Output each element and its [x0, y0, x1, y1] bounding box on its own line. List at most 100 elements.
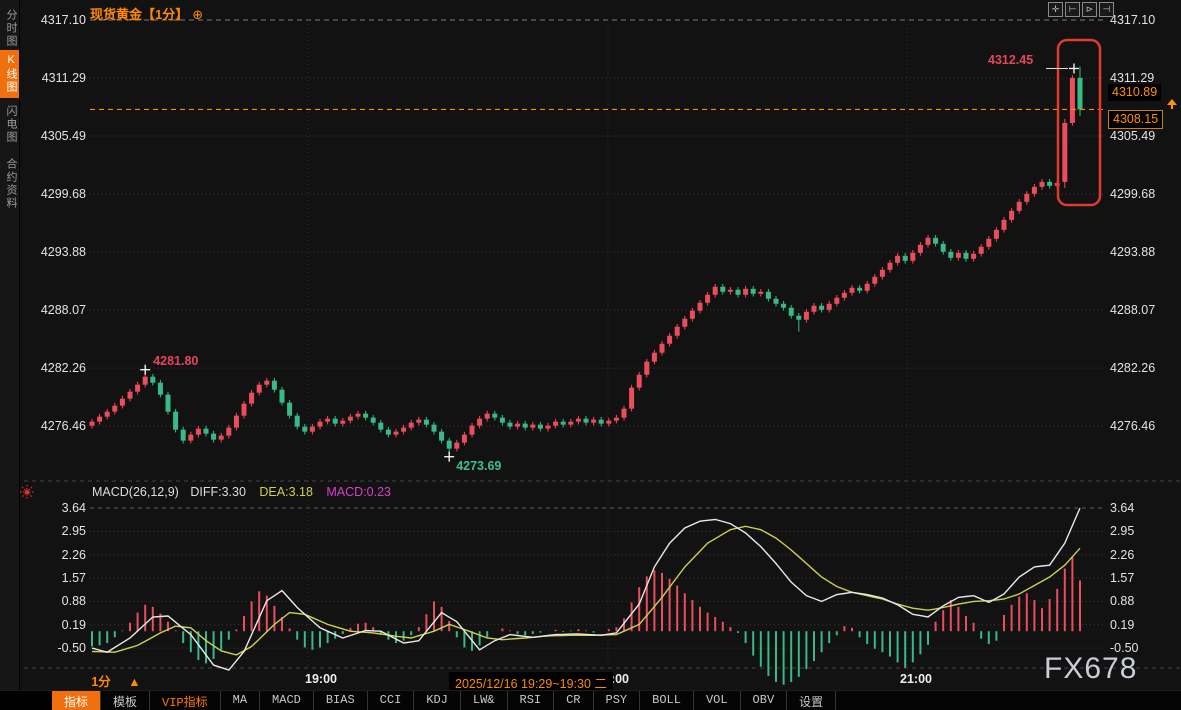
candle-body	[720, 286, 726, 292]
zoom-axis-right-icon[interactable]: ⊣	[1099, 2, 1114, 17]
auto-scroll-icon[interactable]: ⊳	[1082, 2, 1097, 17]
candle-body	[841, 292, 847, 298]
zoom-axis-left-icon-glyph: ⊢	[1068, 4, 1077, 14]
candle-body	[849, 287, 855, 293]
sidebar-tab-3[interactable]: 闪电图	[5, 104, 17, 144]
macd-axis-label-left: 0.88	[61, 594, 86, 609]
candle-body	[515, 423, 521, 427]
candle-body	[256, 384, 262, 393]
candle-body	[1039, 181, 1045, 187]
toolbar-item-PSY[interactable]: PSY	[594, 691, 641, 710]
candle-body	[697, 302, 703, 311]
candle-body	[112, 405, 118, 412]
price-axis-label-right: 4317.10	[1110, 13, 1156, 27]
candle-body	[750, 288, 756, 294]
price-axis-label-left: 4305.49	[40, 129, 86, 143]
candle-body	[173, 411, 179, 430]
candle-body	[119, 398, 125, 406]
price-axis-label-right: 4282.26	[1110, 361, 1156, 376]
chart-type-sidebar: 分时图 K线图闪电图合约资料	[0, 0, 20, 692]
candle-body	[461, 434, 467, 443]
candle-body	[1016, 201, 1022, 211]
candle-body	[583, 418, 589, 423]
candle-body	[933, 237, 939, 244]
candle-body	[765, 291, 771, 299]
price-axis-label-right: 4305.49	[1110, 129, 1156, 143]
toolbar-item-BIAS[interactable]: BIAS	[314, 691, 368, 710]
toolbar-item-RSI[interactable]: RSI	[508, 691, 555, 710]
sidebar-tab-4[interactable]: 合约资料	[5, 158, 17, 210]
candle-body	[142, 376, 148, 385]
toolbar-item-设置[interactable]: 设置	[787, 691, 837, 710]
crosshair-icon[interactable]: ✛	[1048, 2, 1063, 17]
candle-body	[469, 425, 475, 435]
candle-body	[955, 252, 961, 258]
candle-body	[568, 421, 574, 425]
candle-body	[682, 318, 688, 327]
price-axis-label-right: 4293.88	[1110, 245, 1156, 259]
candle-body	[287, 402, 293, 416]
candle-body	[408, 422, 414, 428]
toolbar-item-模板[interactable]: 模板	[101, 691, 151, 710]
candle-body	[401, 427, 407, 432]
add-indicator-icon[interactable]: ⊕	[192, 7, 204, 22]
toolbar-item-LW&[interactable]: LW&	[461, 691, 508, 710]
candle-body	[857, 287, 863, 291]
candle-body	[902, 255, 908, 261]
toolbar-item-指标[interactable]: 指标	[52, 691, 102, 710]
candle-body	[492, 413, 498, 418]
instrument-name: 现货黄金	[90, 7, 143, 22]
time-axis-label: 19:00	[305, 672, 337, 686]
candle-body	[317, 421, 323, 427]
candle-body	[522, 423, 528, 428]
candle-body	[218, 435, 224, 440]
low-price-annotation: 4273.69	[456, 458, 502, 473]
candle-body	[439, 431, 445, 441]
toolbar-item-KDJ[interactable]: KDJ	[414, 691, 461, 710]
price-axis-label-right: 4288.07	[1110, 303, 1156, 318]
candle-body	[477, 418, 483, 426]
indicator-toolbar: 指标 模板 VIP指标 MA MACD BIAS CCI KDJ LW& RSI CR PSY BOLL…	[0, 690, 1181, 710]
toolbar-item-OBV[interactable]: OBV	[741, 691, 788, 710]
toolbar-item-VOL[interactable]: VOL	[694, 691, 741, 710]
candle-body	[1047, 181, 1053, 186]
candle-body	[575, 418, 581, 422]
toolbar-item-MA[interactable]: MA	[221, 691, 261, 710]
candle-body	[446, 440, 452, 449]
macd-axis-label-right: 2.95	[1110, 524, 1135, 539]
candle-body	[811, 305, 817, 312]
candle-body	[553, 421, 559, 426]
toolbar-item-VIP指标[interactable]: VIP指标	[150, 691, 221, 710]
candle-body	[1031, 186, 1037, 194]
candle-body	[340, 420, 346, 424]
toolbar-item-CR[interactable]: CR	[554, 691, 594, 710]
macd-params: MACD(26,12,9)	[92, 485, 179, 499]
macd-diff-value: DIFF:3.30	[190, 485, 246, 499]
candle-body	[347, 416, 353, 421]
candle-body	[621, 408, 627, 418]
candle-body	[302, 426, 308, 432]
candle-body	[332, 418, 338, 424]
candle-body	[309, 426, 315, 432]
toolbar-item-MACD[interactable]: MACD	[260, 691, 314, 710]
candle-body	[819, 305, 825, 310]
price-axis-label-left: 4276.46	[40, 419, 86, 434]
toolbar-item-BOLL[interactable]: BOLL	[640, 691, 694, 710]
zoom-axis-left-icon[interactable]: ⊢	[1065, 2, 1080, 17]
candle-body	[743, 288, 749, 295]
candle-body	[651, 352, 657, 362]
indicator-settings-icon[interactable]	[20, 485, 34, 504]
chart-tools: ✛ ⊢ ⊳ ⊣	[1048, 2, 1114, 17]
candle-body	[279, 389, 285, 403]
macd-indicator-header: MACD(26,12,9) DIFF:3.30 DEA:3.18 MACD:0.…	[92, 485, 391, 499]
price-axis-label-left: 4293.88	[40, 245, 86, 259]
sidebar-tab-2[interactable]: K线图	[0, 50, 19, 98]
candle-body	[613, 417, 619, 421]
candle-body	[454, 442, 460, 449]
candle-body	[271, 380, 277, 390]
watermark: FX678	[1044, 652, 1138, 685]
toolbar-item-CCI[interactable]: CCI	[368, 691, 415, 710]
sidebar-tab-1[interactable]: 分时图	[5, 8, 17, 48]
macd-axis-label-left: -0.50	[57, 641, 87, 656]
